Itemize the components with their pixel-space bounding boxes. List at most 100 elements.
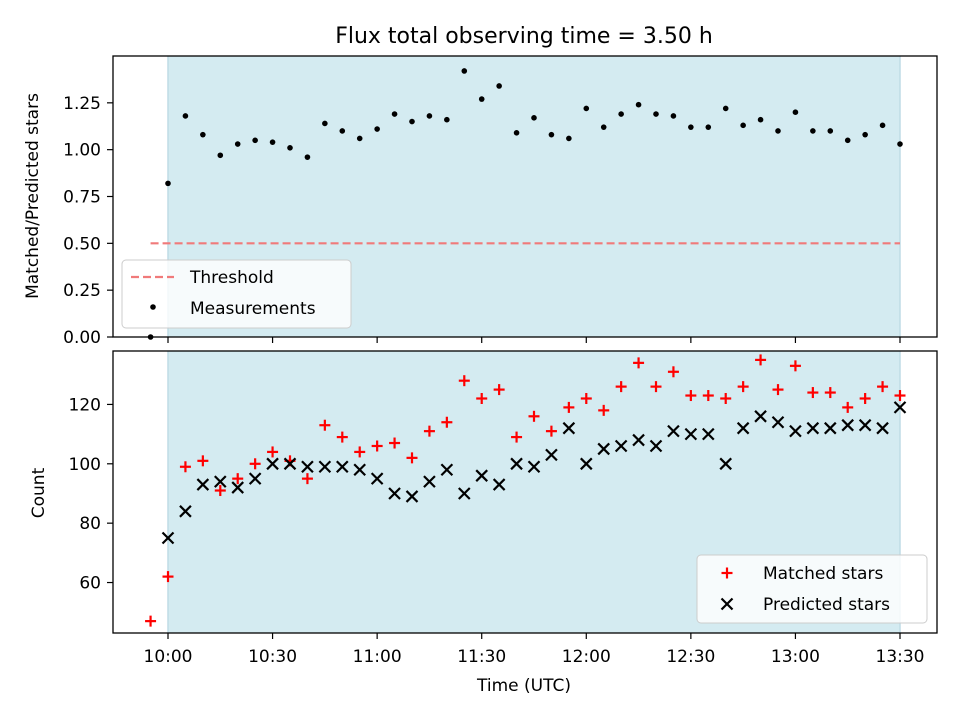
matched-point [824, 387, 836, 399]
matched-point [650, 381, 662, 393]
matched-point [667, 366, 679, 378]
predicted-point [580, 457, 593, 471]
measurement-point [165, 180, 171, 187]
matched-point [371, 440, 383, 452]
matched-point [214, 485, 226, 497]
matched-point [336, 431, 348, 443]
matched-series [145, 354, 906, 627]
bottom-xtick-label: 12:30 [666, 647, 715, 667]
measurement-point [269, 139, 276, 145]
predicted-point [196, 478, 210, 491]
predicted-point [667, 424, 680, 438]
predicted-point [301, 460, 314, 474]
legend-predicted-swatch [720, 597, 734, 611]
measurement-point [653, 111, 659, 117]
measurement-point [810, 128, 816, 134]
predicted-point [527, 460, 541, 474]
top-frame [112, 55, 938, 338]
matched-point [563, 401, 575, 413]
measurement-point [688, 124, 694, 130]
measurement-point [426, 113, 433, 119]
top-ylabel: Matched/Predicted stars [23, 93, 43, 299]
legend-measurements-swatch [150, 304, 156, 310]
measurement-point [775, 128, 781, 134]
measurement-point [304, 154, 311, 160]
bottom-ytick-label: 60 [79, 574, 101, 594]
predicted-point [649, 439, 663, 453]
measurement-point [844, 137, 851, 144]
matched-point [685, 390, 697, 402]
predicted-point [893, 401, 907, 414]
matched-point [894, 390, 906, 402]
predicted-point [736, 421, 750, 435]
predicted-point [841, 418, 854, 432]
predicted-point [458, 487, 471, 500]
matched-point [528, 410, 540, 422]
measurement-point [217, 152, 224, 159]
predicted-point [388, 487, 401, 500]
predicted-point [858, 418, 872, 432]
matched-point [702, 390, 714, 402]
measurement-point [879, 122, 886, 129]
bottom-xtick-label: 10:30 [248, 647, 297, 667]
legend-threshold-label: Threshold [189, 268, 274, 288]
predicted-point [824, 421, 837, 435]
predicted-point [266, 457, 279, 471]
bottom-ytick-label: 100 [69, 455, 101, 475]
matched-point [772, 384, 784, 396]
measurement-point [356, 135, 363, 142]
predicted-point [318, 460, 332, 474]
predicted-point [336, 460, 349, 474]
bottom-xtick-label: 13:30 [876, 647, 925, 667]
predicted-point [370, 472, 384, 485]
measurement-point [444, 116, 450, 123]
predicted-point [161, 531, 175, 545]
matched-point [354, 446, 366, 458]
measurement-point [740, 122, 746, 129]
measurement-point [339, 128, 346, 134]
predicted-point [876, 421, 889, 435]
measurement-point [705, 124, 712, 130]
top-ytick-label: 1.25 [63, 94, 101, 114]
predicted-point [702, 427, 715, 441]
predicted-point [510, 457, 523, 471]
top-xtickmarks [167, 337, 901, 343]
predicted-point [684, 427, 698, 441]
legend-matched-swatch [721, 567, 733, 579]
bottom-ytick-label: 80 [79, 514, 101, 534]
measurement-point [618, 111, 624, 117]
matched-point [737, 381, 749, 393]
predicted-point [806, 421, 820, 435]
predicted-point [614, 439, 628, 453]
chart-title: Flux total observing time = 3.50 h [335, 24, 713, 49]
bottom-xtick-label: 11:30 [457, 647, 506, 667]
legend-predicted-label: Predicted stars [763, 595, 890, 615]
matched-point [267, 446, 279, 458]
bottom-yticks: 60 80 100 120 [69, 395, 113, 594]
predicted-point [719, 457, 732, 471]
measurement-point [531, 115, 537, 121]
top-legend-box [121, 259, 352, 329]
measurement-point [234, 141, 241, 147]
matched-point [598, 404, 610, 416]
matched-point [859, 392, 871, 404]
bottom-xtick-label: 10:00 [144, 647, 193, 667]
matched-point [580, 392, 592, 404]
bottom-ylabel: Count [29, 467, 49, 518]
measurement-point [409, 118, 415, 125]
matched-point [162, 571, 174, 583]
predicted-point [597, 442, 610, 456]
measurement-point [200, 131, 206, 138]
predicted-point [179, 505, 192, 518]
measurement-point [478, 96, 485, 102]
predicted-point [283, 457, 297, 471]
matched-point [249, 458, 261, 470]
matched-point [179, 461, 191, 473]
matched-point [720, 392, 732, 404]
matched-point [145, 615, 157, 627]
matched-point [319, 419, 331, 431]
measurement-point [757, 116, 764, 123]
measurement-point [182, 113, 189, 119]
measurements-series [147, 68, 903, 340]
